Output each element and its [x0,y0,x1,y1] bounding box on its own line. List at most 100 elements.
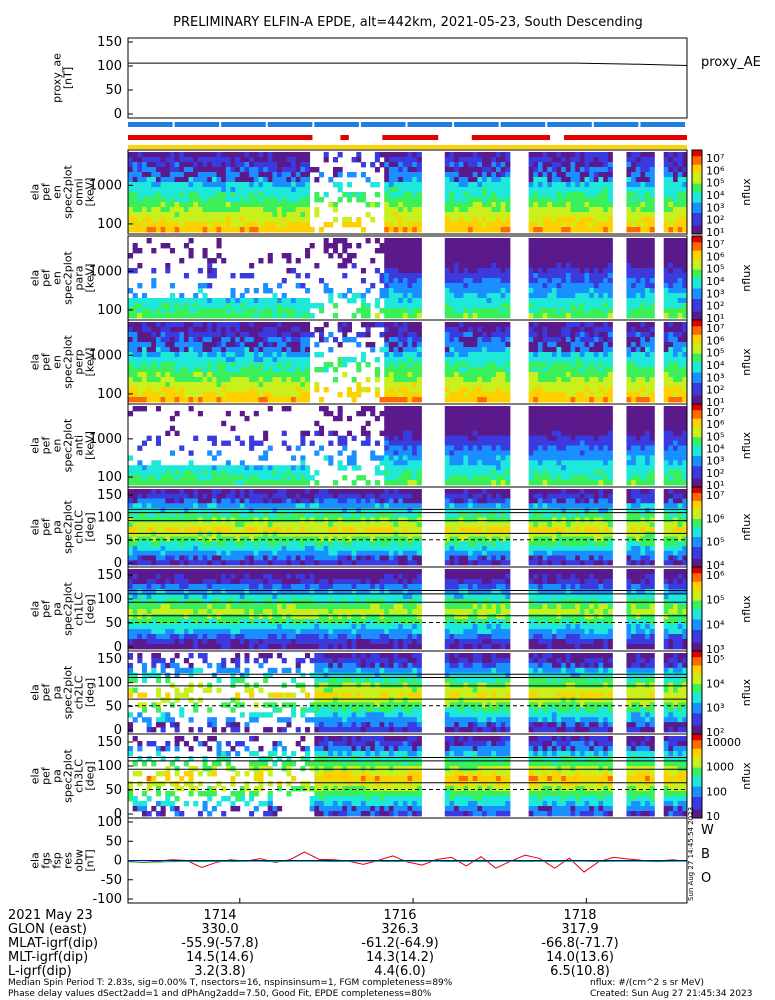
heatmap-cell [263,202,269,208]
heatmap-cell [565,202,571,208]
heatmap-cell [183,162,189,168]
heatmap-cell [188,406,194,412]
heatmap-cell [491,152,497,158]
heatmap-cell [412,253,418,259]
heatmap-cell [579,217,585,223]
heatmap-cell [318,367,325,373]
heatmap-cell [500,283,506,289]
heatmap-cell [645,362,651,368]
heatmap-cell [323,222,329,228]
heatmap-cell [416,308,422,314]
heatmap-cell [267,253,273,259]
heatmap-cell [556,167,562,173]
panel-en-perp: elapefenspec2plotperp[keV]100010010⁷10⁶1… [29,319,753,409]
heatmap-cell [141,308,148,314]
heatmap-cell [645,357,651,363]
heatmap-cell [235,357,241,363]
heatmap-cell [458,227,464,233]
heatmap-cell [258,372,264,378]
heatmap-cell [137,332,143,338]
heatmap-cell [486,332,492,338]
heatmap-cell [318,430,325,437]
heatmap-cell [589,152,595,158]
heatmap-cell [603,352,609,358]
colorbar-cell [692,334,702,338]
heatmap-cell [249,435,255,441]
heatmap-cell [603,397,609,403]
heatmap-cell [663,162,669,168]
heatmap-cell [649,327,655,333]
heatmap-cell [309,303,315,309]
heatmap-cell [258,182,264,188]
heatmap-cell [505,357,511,363]
heatmap-cell [640,263,646,269]
heatmap-cell [682,192,688,198]
colorbar-cell [692,219,702,222]
heatmap-cell [384,475,390,481]
heatmap-cell [561,298,567,304]
heatmap-cell [188,377,194,383]
heatmap-cell [253,465,259,471]
heatmap-cell [249,162,255,168]
heatmap-cell [211,273,217,279]
heatmap-cell [663,273,669,279]
heatmap-cell [300,372,306,378]
heatmap-cell [589,167,595,173]
heatmap-cell [547,293,553,299]
heatmap-cell [412,238,418,244]
heatmap-cell [169,352,175,358]
heatmap-cell [472,382,478,388]
heatmap-cell [645,342,651,348]
heatmap-cell [160,313,166,319]
heatmap-cell [384,308,390,314]
heatmap-cell [132,342,138,348]
heatmap-cell [239,352,245,358]
heatmap-cell [370,342,376,348]
heatmap-cell [598,192,604,198]
heatmap-cell [603,258,609,264]
heatmap-cell [547,157,553,163]
heatmap-cell [379,293,385,299]
heatmap-cell [477,202,483,208]
heatmap-cell [631,322,637,328]
heatmap-cell [477,392,483,398]
heatmap-cell [137,182,143,188]
y-tick-label: 100 [97,217,122,232]
heatmap-cell [663,313,669,319]
heatmap-cell [635,372,641,378]
heatmap-cell [547,207,553,213]
heatmap-cell [277,167,283,173]
heatmap-cell [603,362,609,368]
heatmap-cell [267,347,273,353]
heatmap-cell [463,187,469,193]
heatmap-cell [207,283,213,289]
heatmap-cell [221,420,227,427]
heatmap-cell [225,197,231,203]
heatmap-cell [472,227,478,233]
heatmap-cell [645,157,651,163]
heatmap-cell [449,177,455,183]
heatmap-cell [402,268,408,274]
heatmap-cell [230,293,236,299]
heatmap-cell [356,362,362,368]
heatmap-cell [141,406,148,412]
heatmap-cell [160,162,166,168]
heatmap-cell [137,248,143,254]
heatmap-cell [579,258,585,264]
heatmap-cell [472,425,478,432]
heatmap-cell [477,435,483,441]
heatmap-cell [416,172,422,178]
heatmap-cell [551,347,557,353]
heatmap-cell [346,415,352,422]
heatmap-cell [146,182,152,188]
colorbar-tick-label: 10³ [706,287,724,300]
heatmap-cell [128,352,134,358]
heatmap-cell [416,263,422,269]
heatmap-cell [225,440,231,446]
heatmap-cell [141,470,148,476]
heatmap-cell [323,283,329,289]
heatmap-cell [402,342,408,348]
heatmap-en-para [128,238,688,319]
heatmap-cell [165,212,171,218]
heatmap-cell [482,415,488,422]
